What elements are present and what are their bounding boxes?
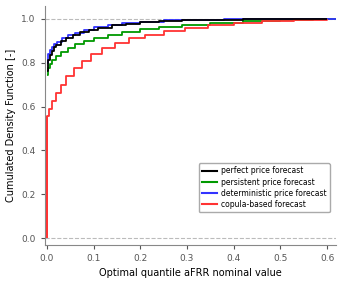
X-axis label: Optimal quantile aFRR nominal value: Optimal quantile aFRR nominal value bbox=[99, 268, 282, 278]
Y-axis label: Cumulated Density Function [-]: Cumulated Density Function [-] bbox=[5, 49, 15, 202]
Legend: perfect price forecast, persistent price forecast, deterministic price forecast,: perfect price forecast, persistent price… bbox=[199, 163, 330, 212]
